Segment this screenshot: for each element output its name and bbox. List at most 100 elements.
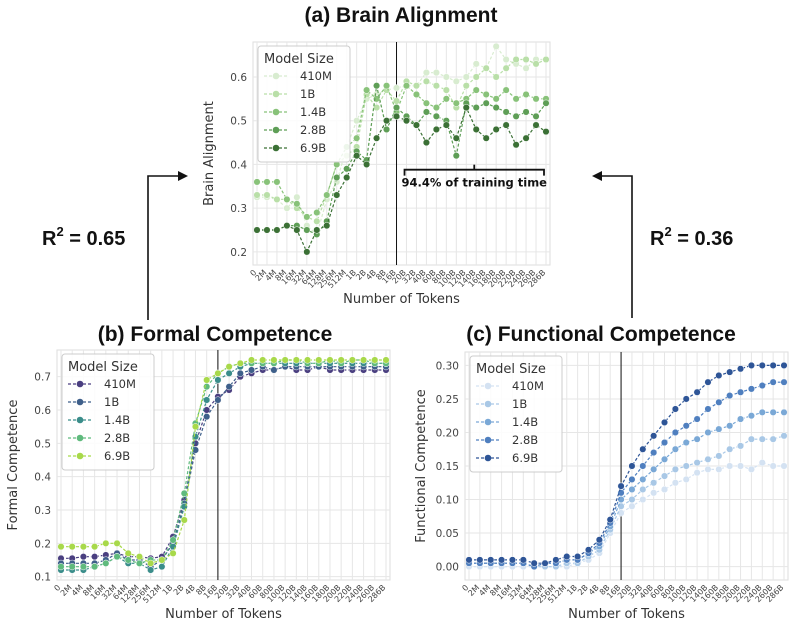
legend-entry: 1B — [512, 397, 527, 411]
data-point — [91, 563, 99, 571]
data-point — [482, 90, 490, 99]
y-axis-label: Formal Competence — [6, 400, 21, 531]
training-time-annotation: 94.4% of training time — [402, 176, 548, 190]
data-point — [432, 104, 440, 112]
y-tick-label: 0.7 — [34, 372, 51, 384]
legend-marker — [272, 144, 280, 152]
x-axis-label: Number of Tokens — [568, 607, 685, 622]
data-point — [373, 134, 381, 142]
y-tick-label: 0.1 — [34, 572, 51, 584]
legend-entry: 1.4B — [104, 413, 130, 427]
data-point — [225, 369, 233, 377]
legend-entry: 6.9B — [104, 449, 130, 463]
data-point — [348, 356, 356, 364]
data-point — [650, 489, 658, 497]
data-point — [270, 356, 278, 364]
data-point — [113, 553, 121, 561]
data-point — [628, 485, 636, 494]
data-point — [263, 226, 271, 234]
data-point — [522, 90, 530, 99]
data-point — [758, 361, 766, 369]
data-point — [303, 213, 311, 221]
data-point — [769, 462, 777, 470]
data-point — [442, 73, 450, 81]
data-point — [780, 432, 788, 440]
data-point — [650, 465, 658, 473]
legend-title: Model Size — [476, 362, 546, 377]
data-point — [492, 95, 500, 103]
legend-entry: 1B — [300, 87, 315, 101]
data-point — [693, 459, 701, 467]
data-point — [606, 516, 614, 524]
data-point — [769, 435, 777, 443]
y-axis-label: Functional Competence — [414, 389, 429, 542]
data-point — [333, 191, 341, 199]
data-point — [353, 152, 361, 160]
data-point — [259, 356, 267, 364]
legend-title: Model Size — [264, 52, 334, 67]
data-point — [628, 462, 636, 470]
data-point — [682, 395, 690, 403]
data-point — [758, 381, 766, 390]
data-point — [169, 549, 177, 557]
data-point — [542, 99, 550, 107]
data-point — [102, 539, 110, 547]
data-point — [169, 536, 177, 544]
data-point — [660, 485, 669, 494]
data-point — [422, 69, 430, 77]
data-point — [432, 69, 440, 77]
data-point — [402, 82, 411, 90]
data-point — [462, 82, 470, 90]
y-tick-label: 0.3 — [34, 505, 51, 517]
data-point — [203, 376, 211, 384]
data-point — [392, 104, 401, 112]
data-point — [726, 422, 734, 430]
data-point — [313, 217, 321, 225]
data-point — [91, 553, 99, 561]
data-point — [693, 415, 701, 423]
data-point — [747, 361, 755, 369]
series-line — [257, 85, 547, 236]
data-point — [747, 465, 755, 473]
data-point — [512, 112, 520, 120]
legend-entry: 1B — [104, 395, 119, 409]
data-point — [671, 428, 679, 437]
data-point — [482, 99, 490, 107]
data-point — [487, 556, 495, 564]
data-point — [412, 82, 420, 90]
legend-marker — [484, 436, 492, 444]
legend-marker — [76, 416, 84, 424]
data-point — [432, 82, 440, 90]
data-point — [373, 104, 381, 112]
y-tick-label: 0.2 — [230, 247, 247, 259]
data-point — [704, 428, 712, 437]
data-point — [617, 482, 625, 490]
data-point — [273, 195, 281, 203]
legend-entry: 2.8B — [104, 431, 130, 445]
data-point — [147, 559, 155, 567]
data-point — [595, 536, 603, 544]
data-point — [512, 141, 520, 149]
data-point — [373, 82, 381, 90]
series-line — [257, 105, 547, 254]
y-tick-label: 0.4 — [34, 472, 51, 484]
data-point — [371, 356, 379, 364]
chart-title: (a) Brain Alignment — [305, 4, 498, 27]
data-point — [758, 435, 766, 443]
data-point — [542, 128, 550, 136]
data-point — [682, 462, 690, 470]
data-point — [726, 462, 734, 470]
data-point — [737, 388, 745, 396]
y-tick-label: 0.20 — [436, 427, 459, 439]
data-point — [79, 543, 87, 551]
data-point — [532, 112, 540, 120]
data-point — [693, 469, 701, 477]
data-point — [522, 64, 530, 72]
data-point — [715, 425, 723, 433]
data-point — [135, 559, 143, 567]
y-tick-label: 0.30 — [436, 360, 459, 372]
data-point — [639, 475, 647, 483]
data-point — [68, 543, 76, 551]
data-point — [639, 485, 647, 494]
y-tick-label: 0.25 — [436, 394, 459, 406]
